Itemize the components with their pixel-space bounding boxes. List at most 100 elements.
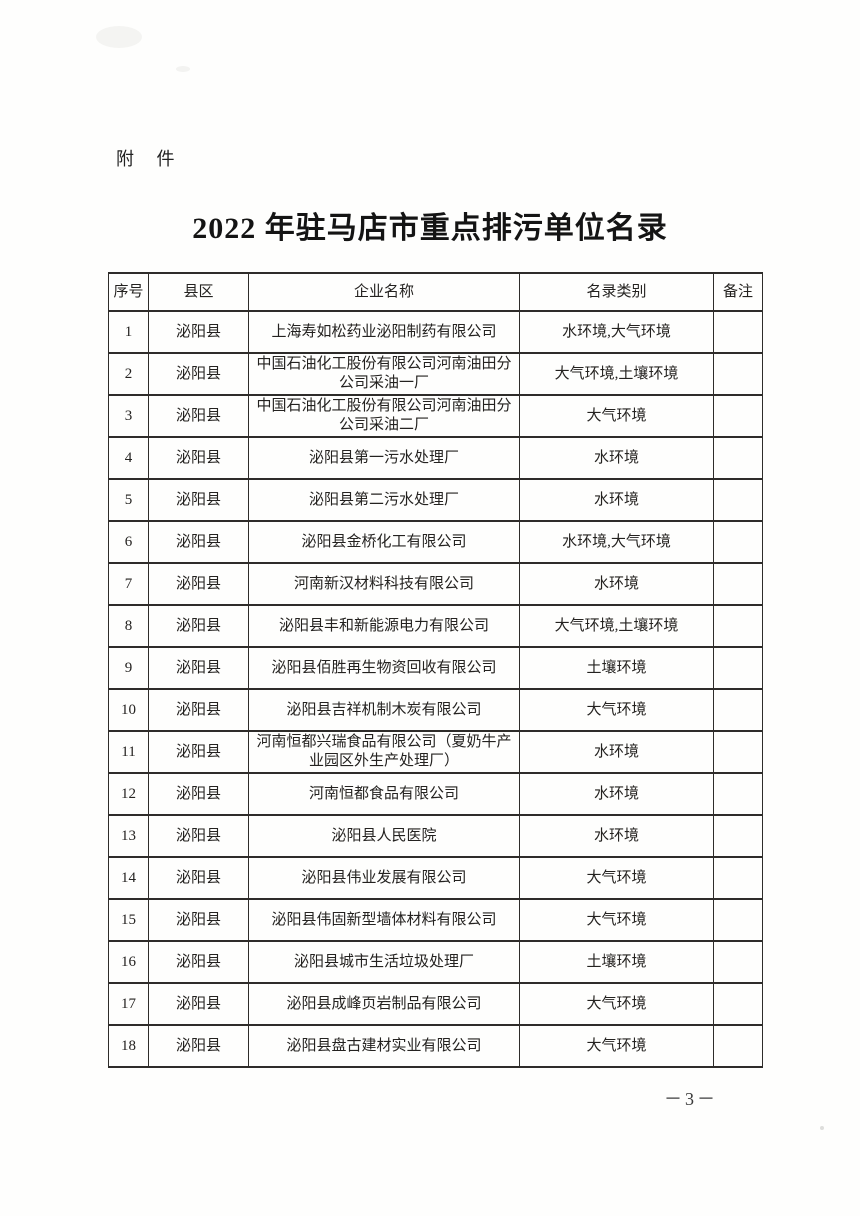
- table-header-row: 序号 县区 企业名称 名录类别 备注: [108, 272, 763, 312]
- cell-category: 水环境: [519, 478, 714, 522]
- cell-category: 土壤环境: [519, 646, 714, 690]
- cell-category: 水环境: [519, 814, 714, 858]
- cell-county: 泌阳县: [148, 436, 249, 480]
- cell-remark: [713, 394, 763, 438]
- cell-category: 水环境: [519, 730, 714, 774]
- cell-remark: [713, 814, 763, 858]
- cell-remark: [713, 898, 763, 942]
- cell-remark: [713, 1024, 763, 1068]
- cell-company: 上海寿如松药业泌阳制药有限公司: [248, 310, 520, 354]
- cell-county: 泌阳县: [148, 730, 249, 774]
- cell-category: 水环境,大气环境: [519, 310, 714, 354]
- cell-remark: [713, 352, 763, 396]
- cell-company: 泌阳县伟固新型墙体材料有限公司: [248, 898, 520, 942]
- cell-no: 14: [108, 856, 149, 900]
- table-row: 4 泌阳县 泌阳县第一污水处理厂 水环境: [108, 436, 763, 480]
- cell-category: 大气环境: [519, 688, 714, 732]
- cell-county: 泌阳县: [148, 898, 249, 942]
- cell-company: 中国石油化工股份有限公司河南油田分公司采油二厂: [248, 394, 520, 438]
- cell-county: 泌阳县: [148, 772, 249, 816]
- cell-county: 泌阳县: [148, 562, 249, 606]
- cell-remark: [713, 856, 763, 900]
- cell-no: 5: [108, 478, 149, 522]
- cell-no: 6: [108, 520, 149, 564]
- scan-artifact: [176, 66, 190, 72]
- cell-no: 3: [108, 394, 149, 438]
- cell-company: 泌阳县伟业发展有限公司: [248, 856, 520, 900]
- table-row: 5 泌阳县 泌阳县第二污水处理厂 水环境: [108, 478, 763, 522]
- cell-county: 泌阳县: [148, 940, 249, 984]
- cell-county: 泌阳县: [148, 478, 249, 522]
- cell-remark: [713, 604, 763, 648]
- table-row: 14 泌阳县 泌阳县伟业发展有限公司 大气环境: [108, 856, 763, 900]
- table-row: 13 泌阳县 泌阳县人民医院 水环境: [108, 814, 763, 858]
- cell-company: 河南恒都兴瑞食品有限公司（夏奶牛产业园区外生产处理厂）: [248, 730, 520, 774]
- cell-county: 泌阳县: [148, 856, 249, 900]
- table-row: 2 泌阳县 中国石油化工股份有限公司河南油田分公司采油一厂 大气环境,土壤环境: [108, 352, 763, 396]
- table-row: 8 泌阳县 泌阳县丰和新能源电力有限公司 大气环境,土壤环境: [108, 604, 763, 648]
- cell-category: 水环境: [519, 772, 714, 816]
- cell-county: 泌阳县: [148, 310, 249, 354]
- cell-category: 大气环境,土壤环境: [519, 352, 714, 396]
- cell-no: 1: [108, 310, 149, 354]
- cell-remark: [713, 982, 763, 1026]
- cell-company: 泌阳县第二污水处理厂: [248, 478, 520, 522]
- cell-company: 泌阳县城市生活垃圾处理厂: [248, 940, 520, 984]
- table-row: 9 泌阳县 泌阳县佰胜再生物资回收有限公司 土壤环境: [108, 646, 763, 690]
- table-row: 18 泌阳县 泌阳县盘古建材实业有限公司 大气环境: [108, 1024, 763, 1068]
- cell-category: 水环境,大气环境: [519, 520, 714, 564]
- attachment-label: 附 件: [116, 149, 184, 169]
- table-row: 10 泌阳县 泌阳县吉祥机制木炭有限公司 大气环境: [108, 688, 763, 732]
- pollution-units-table: 序号 县区 企业名称 名录类别 备注 1 泌阳县 上海寿如松药业泌阳制药有限公司 水环境,大气…: [108, 272, 763, 1068]
- cell-no: 8: [108, 604, 149, 648]
- cell-remark: [713, 772, 763, 816]
- cell-county: 泌阳县: [148, 394, 249, 438]
- cell-company: 泌阳县金桥化工有限公司: [248, 520, 520, 564]
- table-row: 17 泌阳县 泌阳县成峰页岩制品有限公司 大气环境: [108, 982, 763, 1026]
- cell-county: 泌阳县: [148, 982, 249, 1026]
- table-row: 7 泌阳县 河南新汉材料科技有限公司 水环境: [108, 562, 763, 606]
- cell-county: 泌阳县: [148, 1024, 249, 1068]
- cell-remark: [713, 646, 763, 690]
- cell-category: 大气环境: [519, 394, 714, 438]
- cell-remark: [713, 940, 763, 984]
- cell-remark: [713, 436, 763, 480]
- cell-company: 泌阳县吉祥机制木炭有限公司: [248, 688, 520, 732]
- page-number: －3－: [664, 1089, 718, 1109]
- cell-no: 16: [108, 940, 149, 984]
- table-row: 3 泌阳县 中国石油化工股份有限公司河南油田分公司采油二厂 大气环境: [108, 394, 763, 438]
- table-row: 15 泌阳县 泌阳县伟固新型墙体材料有限公司 大气环境: [108, 898, 763, 942]
- table-row: 1 泌阳县 上海寿如松药业泌阳制药有限公司 水环境,大气环境: [108, 310, 763, 354]
- cell-category: 水环境: [519, 436, 714, 480]
- cell-remark: [713, 520, 763, 564]
- cell-category: 水环境: [519, 562, 714, 606]
- cell-remark: [713, 730, 763, 774]
- cell-no: 4: [108, 436, 149, 480]
- cell-county: 泌阳县: [148, 646, 249, 690]
- cell-no: 9: [108, 646, 149, 690]
- table-body: 1 泌阳县 上海寿如松药业泌阳制药有限公司 水环境,大气环境 2 泌阳县 中国石油化工股份有…: [108, 310, 763, 1068]
- cell-category: 大气环境,土壤环境: [519, 604, 714, 648]
- cell-company: 泌阳县盘古建材实业有限公司: [248, 1024, 520, 1068]
- table-row: 11 泌阳县 河南恒都兴瑞食品有限公司（夏奶牛产业园区外生产处理厂） 水环境: [108, 730, 763, 774]
- cell-county: 泌阳县: [148, 814, 249, 858]
- scan-artifact: [96, 26, 142, 48]
- column-header: 备注: [713, 272, 763, 312]
- cell-no: 7: [108, 562, 149, 606]
- cell-county: 泌阳县: [148, 520, 249, 564]
- table-row: 6 泌阳县 泌阳县金桥化工有限公司 水环境,大气环境: [108, 520, 763, 564]
- cell-county: 泌阳县: [148, 352, 249, 396]
- cell-no: 2: [108, 352, 149, 396]
- cell-company: 泌阳县第一污水处理厂: [248, 436, 520, 480]
- cell-company: 泌阳县成峰页岩制品有限公司: [248, 982, 520, 1026]
- cell-no: 13: [108, 814, 149, 858]
- cell-company: 泌阳县人民医院: [248, 814, 520, 858]
- column-header: 序号: [108, 272, 149, 312]
- cell-remark: [713, 310, 763, 354]
- cell-category: 大气环境: [519, 898, 714, 942]
- cell-company: 泌阳县丰和新能源电力有限公司: [248, 604, 520, 648]
- cell-no: 12: [108, 772, 149, 816]
- cell-county: 泌阳县: [148, 688, 249, 732]
- cell-remark: [713, 562, 763, 606]
